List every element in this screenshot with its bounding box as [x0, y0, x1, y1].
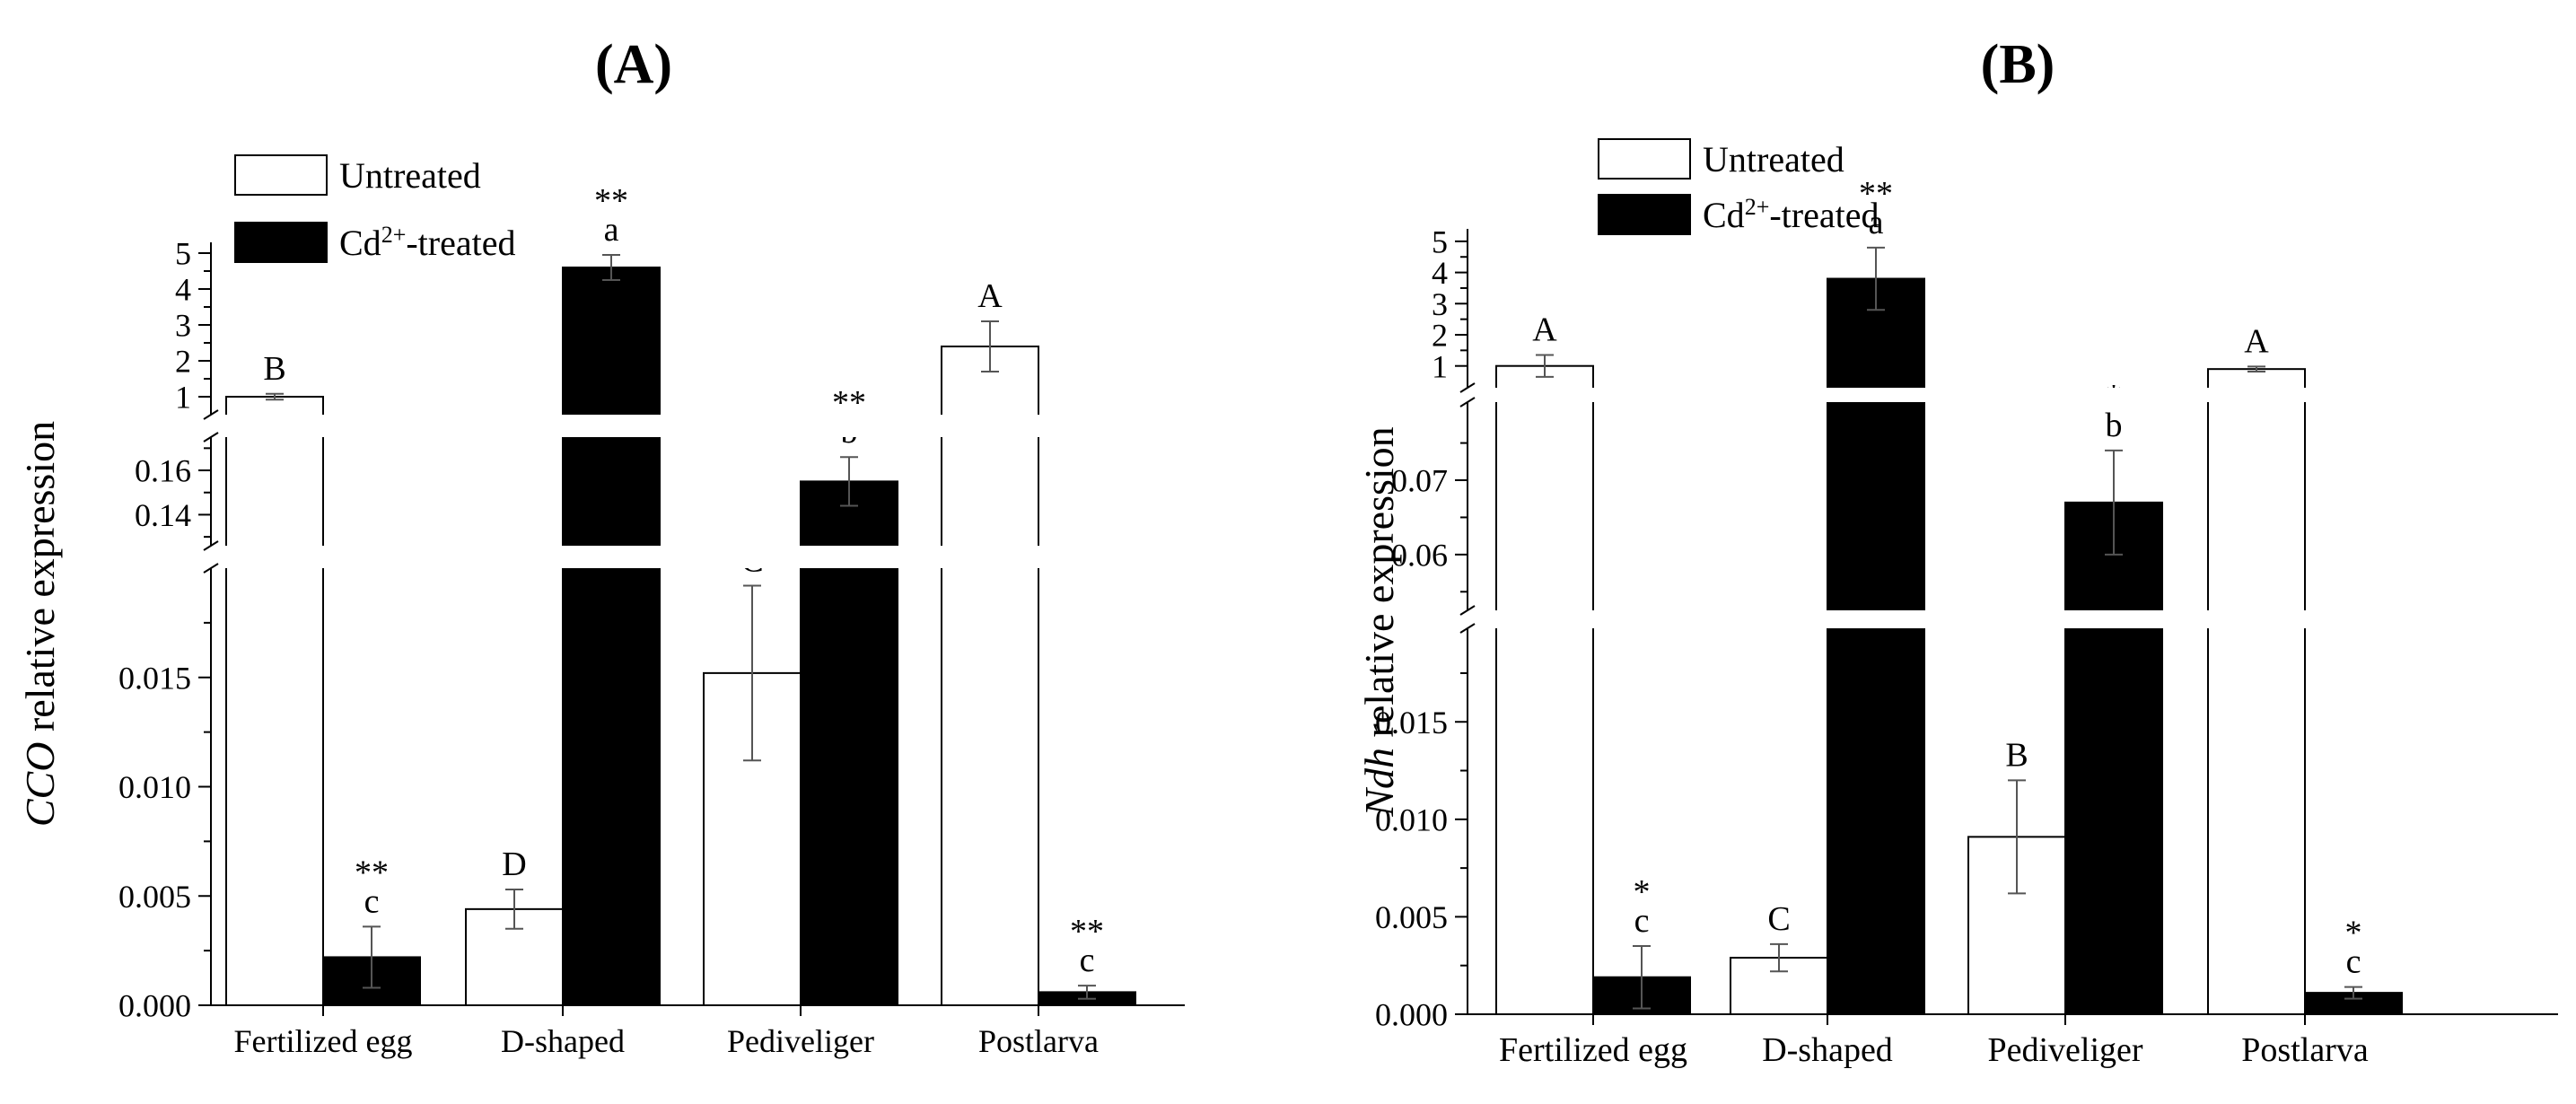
- significance-stars: **: [355, 854, 389, 891]
- y-tick-label: 2: [1432, 318, 1448, 354]
- x-tick-label: Fertilized egg: [1499, 1031, 1687, 1069]
- chart-a: (A)UntreatedCd2+-treatedBDCAc**a**b**c**…: [17, 34, 1190, 1059]
- x-tick-label: Postlarva: [2241, 1031, 2369, 1069]
- axis-break-gap: [1462, 388, 2563, 402]
- significance-letter: A: [977, 277, 1003, 315]
- panel-b: (B)UntreatedCd2+-treatedACBAc*a**b*c*0.0…: [1288, 0, 2576, 1104]
- y-tick-label: 4: [1432, 255, 1448, 291]
- x-tick-label: D-shaped: [1762, 1031, 1893, 1069]
- significance-letter: A: [1532, 311, 1557, 349]
- significance-letter: B: [263, 350, 285, 388]
- legend-label-untreated: Untreated: [339, 155, 481, 196]
- legend-swatch-untreated: [1598, 138, 1691, 180]
- y-tick-label: 0.015: [1375, 705, 1448, 740]
- y-tick-label: 3: [1432, 286, 1448, 322]
- bar-untreated: [941, 346, 1039, 1006]
- significance-letter: b: [2106, 407, 2123, 444]
- y-tick-label: 0.000: [1375, 997, 1448, 1033]
- bar-untreated: [2207, 368, 2306, 1016]
- significance-stars: **: [594, 182, 628, 220]
- y-tick-label: 0.000: [118, 988, 191, 1024]
- panel-label: (B): [1981, 34, 2055, 95]
- y-tick-label: 0.14: [135, 497, 191, 533]
- significance-stars: **: [1070, 913, 1104, 951]
- significance-stars: *: [1634, 873, 1651, 911]
- legend-label-untreated: Untreated: [1703, 139, 1844, 180]
- bar-untreated: [1495, 364, 1594, 1015]
- bar-untreated: [225, 396, 324, 1006]
- legend-swatch-untreated: [234, 154, 328, 196]
- legend-label-treated: Cd2+-treated: [339, 222, 516, 263]
- y-tick-label: 0.015: [118, 660, 191, 696]
- panel-label: (A): [595, 34, 672, 95]
- significance-letter: c: [364, 882, 380, 920]
- y-tick-label: 0.16: [135, 453, 191, 489]
- axis-break-gap: [1462, 610, 2563, 628]
- x-tick-label: Fertilized egg: [234, 1023, 413, 1059]
- y-tick-label: 0.005: [118, 879, 191, 915]
- y-tick-label: 0.07: [1391, 463, 1448, 499]
- legend-swatch-treated: [234, 222, 328, 263]
- x-tick-label: Postlarva: [978, 1023, 1099, 1059]
- axis-break-gap: [206, 415, 1190, 437]
- y-tick-label: 5: [1432, 223, 1448, 259]
- bar-treated: [800, 480, 898, 1006]
- y-tick-label: 5: [175, 236, 191, 272]
- panel-a: (A)UntreatedCd2+-treatedBDCAc**a**b**c**…: [17, 34, 1190, 1059]
- significance-letter: c: [2346, 943, 2361, 981]
- significance-letter: C: [1767, 900, 1790, 938]
- significance-letter: c: [1080, 942, 1095, 979]
- legend-label-treated: Cd2+-treated: [1703, 194, 1879, 235]
- x-tick-label: Pediveliger: [727, 1023, 874, 1059]
- y-axis-title: Ndh relative expression: [1356, 426, 1402, 817]
- x-tick-label: Pediveliger: [1987, 1031, 2142, 1069]
- significance-letter: D: [502, 846, 526, 883]
- significance-letter: c: [1634, 902, 1650, 940]
- significance-stars: **: [1859, 175, 1893, 213]
- y-tick-label: 2: [175, 344, 191, 380]
- y-tick-label: 0.005: [1375, 899, 1448, 935]
- y-tick-label: 3: [175, 308, 191, 344]
- y-tick-label: 0.010: [118, 769, 191, 805]
- axis-break-gap: [206, 546, 1190, 568]
- x-tick-label: D-shaped: [501, 1023, 625, 1059]
- y-tick-label: 0.06: [1391, 537, 1448, 573]
- y-axis-title: CCO relative expression: [17, 421, 63, 827]
- significance-letter: a: [1869, 204, 1884, 241]
- legend-swatch-treated: [1598, 194, 1691, 235]
- y-tick-label: 1: [1432, 348, 1448, 384]
- significance-letter: B: [2005, 736, 2028, 774]
- y-tick-label: 1: [175, 380, 191, 416]
- bar-treated: [2064, 501, 2163, 1015]
- chart-b: (B)UntreatedCd2+-treatedACBAc*a**b*c*0.0…: [1356, 34, 2563, 1069]
- bar-treated: [562, 267, 661, 1006]
- significance-letter: A: [2244, 322, 2269, 360]
- y-tick-label: 0.010: [1375, 802, 1448, 837]
- significance-stars: *: [2345, 915, 2362, 952]
- y-tick-label: 4: [175, 272, 191, 308]
- significance-letter: a: [604, 211, 619, 249]
